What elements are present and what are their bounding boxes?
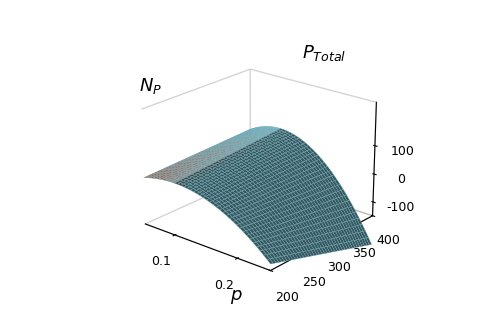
Text: $p$: $p$ — [230, 288, 242, 306]
Text: $P_{Total}$: $P_{Total}$ — [302, 43, 346, 63]
Text: $N_P$: $N_P$ — [139, 76, 162, 96]
